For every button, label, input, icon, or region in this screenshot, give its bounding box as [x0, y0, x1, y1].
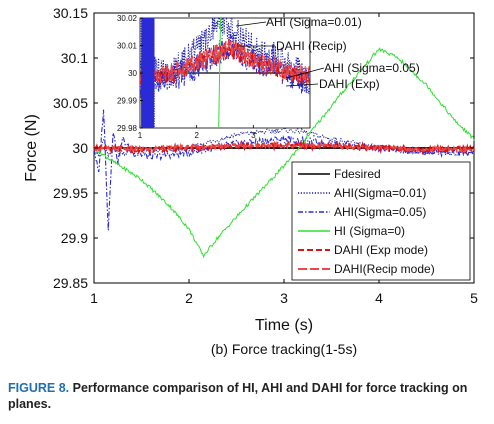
x-tick-label-1: 2	[185, 290, 193, 306]
inset-series-line-5	[140, 37, 310, 87]
inset-annotation-dahi-exp: DAHI (Exp)	[319, 77, 380, 91]
inset-annotation-ahi-001: AHI (Sigma=0.01)	[266, 15, 362, 29]
x-tick-label-2: 3	[280, 290, 288, 306]
series-line-5	[93, 140, 475, 154]
series-line-3	[93, 47, 475, 259]
y-tick-label-3: 30	[72, 140, 88, 156]
x-tick-label-4: 5	[470, 290, 478, 306]
x-axis-label: Time (s)	[255, 317, 313, 334]
series-layer	[93, 47, 476, 259]
caption-text: Performance comparison of HI, AHI and DA…	[8, 381, 468, 411]
inset-y-tick-4: 30.02	[117, 14, 138, 23]
inset-x-tick-1: 2	[194, 131, 199, 140]
legend-label-5: DAHI(Recip mode)	[334, 262, 435, 276]
inset-annotation-dahi-recip: DAHI (Recip)	[276, 39, 347, 53]
figure-caption: FIGURE 8. Performance comparison of HI, …	[8, 380, 486, 412]
x-tick-label-3: 4	[375, 290, 383, 306]
inset-annotation-ahi-005: AHI (Sigma=0.05)	[324, 61, 420, 75]
y-tick-label-5: 30.1	[61, 50, 88, 66]
inset-series-line-3	[218, 18, 222, 128]
y-tick-label-6: 30.15	[53, 5, 88, 21]
inset-series-layer	[140, 18, 310, 128]
inset-y-tick-3: 30.01	[117, 42, 138, 51]
y-tick-label-1: 29.9	[61, 230, 88, 246]
legend: Fdesired AHI(Sigma=0.01) AHI(Sigma=0.05) HI…	[291, 161, 471, 281]
figure-number: FIGURE 8.	[8, 381, 70, 395]
y-tick-label-4: 30.05	[53, 95, 88, 111]
inset-chart: 1 2 3 29.98 29.99 30 30.01 30.02 AHI (Sigma=0.0…	[117, 14, 420, 140]
inset-y-tick-0: 29.98	[117, 124, 138, 133]
legend-label-2: AHI(Sigma=0.05)	[334, 205, 426, 219]
x-tick-label-0: 1	[90, 290, 98, 306]
inset-y-tick-1: 29.99	[117, 97, 138, 106]
inset-axis-ticks: 1 2 3 29.98 29.99 30 30.01 30.02	[117, 14, 256, 140]
legend-label-4: DAHI (Exp mode)	[334, 243, 428, 257]
legend-label-3: HI (Sigma=0)	[334, 224, 405, 238]
legend-label-1: AHI(Sigma=0.01)	[334, 186, 426, 200]
legend-label-0: Fdesired	[334, 167, 381, 181]
inset-x-tick-2: 3	[251, 131, 256, 140]
inset-x-tick-0: 1	[138, 131, 143, 140]
y-axis-label: Force (N)	[23, 114, 40, 182]
chart-subtitle: (b) Force tracking(1-5s)	[211, 341, 357, 357]
axis-ticks: 1 2 3 4 5 29.85 29.9 29.95 30 30.05 30.1 30.15	[53, 5, 478, 306]
y-tick-label-0: 29.85	[53, 275, 88, 291]
inset-initial-oscillation	[140, 18, 155, 128]
series-line-2	[93, 109, 475, 231]
inset-y-tick-2: 30	[128, 69, 137, 78]
y-tick-label-2: 29.95	[53, 185, 88, 201]
force-tracking-chart: 1 2 3 4 5 29.85 29.9 29.95 30 30.05 30.1 30.15 1 2 3 2…	[23, 5, 478, 357]
